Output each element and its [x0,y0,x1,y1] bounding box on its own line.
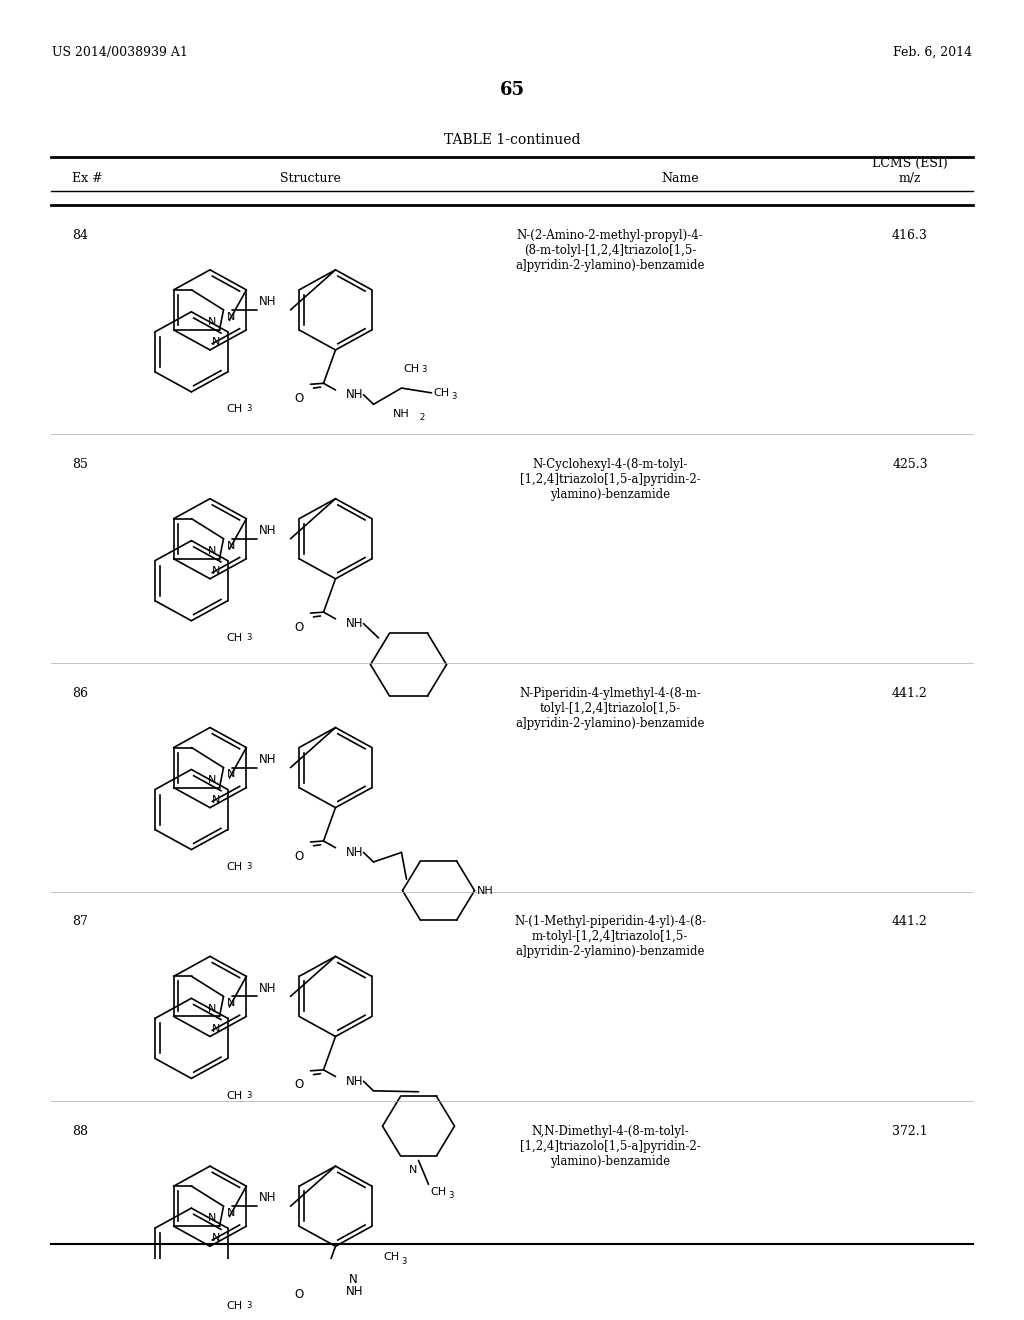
Text: O: O [294,1288,303,1302]
Text: NH: NH [258,752,276,766]
Text: N: N [212,1233,220,1243]
Text: NH: NH [345,616,362,630]
Text: NH: NH [258,982,276,994]
Text: 87: 87 [72,915,88,928]
Text: O: O [294,392,303,405]
Text: CH: CH [226,1090,243,1101]
Text: N-Cyclohexyl-4-(8-m-tolyl-
[1,2,4]triazolo[1,5-a]pyridin-2-
ylamino)-benzamide: N-Cyclohexyl-4-(8-m-tolyl- [1,2,4]triazo… [519,458,700,500]
Text: N-(2-Amino-2-methyl-propyl)-4-
(8-m-tolyl-[1,2,4]triazolo[1,5-
a]pyridin-2-ylami: N-(2-Amino-2-methyl-propyl)-4- (8-m-toly… [515,228,705,272]
Text: 3: 3 [449,1191,454,1200]
Text: O: O [294,850,303,862]
Text: Ex #: Ex # [72,172,102,185]
Text: 416.3: 416.3 [892,228,928,242]
Text: N-(1-Methyl-piperidin-4-yl)-4-(8-
m-tolyl-[1,2,4]triazolo[1,5-
a]pyridin-2-ylami: N-(1-Methyl-piperidin-4-yl)-4-(8- m-toly… [514,915,706,958]
Text: N: N [226,541,234,550]
Text: NH: NH [258,1191,276,1204]
Text: N: N [226,770,234,780]
Text: NH: NH [345,1074,362,1088]
Text: CH: CH [226,1300,243,1311]
Text: 84: 84 [72,228,88,242]
Text: O: O [294,620,303,634]
Text: 3: 3 [422,364,427,374]
Text: Structure: Structure [280,172,340,185]
Text: NH: NH [345,388,362,401]
Text: N: N [208,546,216,556]
Text: TABLE 1-continued: TABLE 1-continued [443,133,581,148]
Text: N: N [226,1208,234,1218]
Text: NH: NH [345,846,362,859]
Text: CH: CH [226,404,243,414]
Text: 425.3: 425.3 [892,458,928,471]
Text: 85: 85 [72,458,88,471]
Text: CH: CH [433,388,450,397]
Text: CH: CH [226,862,243,873]
Text: CH: CH [384,1253,399,1262]
Text: CH: CH [430,1187,446,1197]
Text: NH: NH [476,886,494,895]
Text: NH: NH [393,409,410,418]
Text: N: N [208,1003,216,1014]
Text: N,N-Dimethyl-4-(8-m-tolyl-
[1,2,4]triazolo[1,5-a]pyridin-2-
ylamino)-benzamide: N,N-Dimethyl-4-(8-m-tolyl- [1,2,4]triazo… [519,1125,700,1168]
Text: N-Piperidin-4-ylmethyl-4-(8-m-
tolyl-[1,2,4]triazolo[1,5-
a]pyridin-2-ylamino)-b: N-Piperidin-4-ylmethyl-4-(8-m- tolyl-[1,… [515,686,705,730]
Text: N: N [212,566,220,576]
Text: 372.1: 372.1 [892,1125,928,1138]
Text: NH: NH [258,294,276,308]
Text: N: N [208,317,216,327]
Text: 3: 3 [247,634,252,642]
Text: 3: 3 [247,862,252,871]
Text: m/z: m/z [899,172,922,185]
Text: 3: 3 [247,1090,252,1100]
Text: 3: 3 [452,392,457,401]
Text: N: N [410,1166,418,1175]
Text: US 2014/0038939 A1: US 2014/0038939 A1 [52,46,187,59]
Text: 88: 88 [72,1125,88,1138]
Text: N: N [226,998,234,1008]
Text: N: N [208,1213,216,1224]
Text: N: N [212,1023,220,1034]
Text: 441.2: 441.2 [892,915,928,928]
Text: 2: 2 [420,413,425,422]
Text: O: O [294,1078,303,1092]
Text: N: N [212,795,220,805]
Text: 86: 86 [72,686,88,700]
Text: 65: 65 [500,81,524,99]
Text: 3: 3 [401,1257,407,1266]
Text: N: N [212,337,220,347]
Text: NH: NH [258,524,276,537]
Text: Feb. 6, 2014: Feb. 6, 2014 [893,46,972,59]
Text: Name: Name [662,172,698,185]
Text: 441.2: 441.2 [892,686,928,700]
Text: N: N [226,312,234,322]
Text: CH: CH [226,634,243,643]
Text: CH: CH [403,364,420,374]
Text: 3: 3 [247,404,252,413]
Text: 3: 3 [247,1300,252,1309]
Text: LCMS (ESI): LCMS (ESI) [872,157,948,170]
Text: NH: NH [345,1284,362,1298]
Text: N: N [208,775,216,785]
Text: N: N [349,1274,357,1286]
